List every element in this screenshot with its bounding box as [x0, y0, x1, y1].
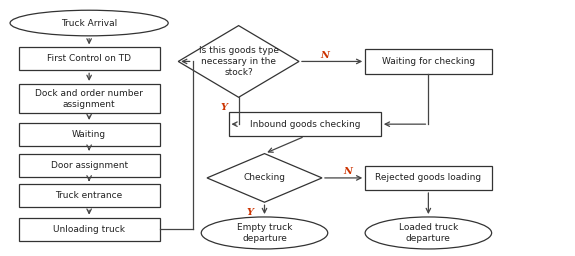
Text: Door assignment: Door assignment [51, 161, 128, 170]
Text: N: N [343, 167, 352, 176]
Polygon shape [207, 154, 322, 202]
Ellipse shape [201, 217, 328, 249]
FancyBboxPatch shape [365, 49, 492, 74]
Ellipse shape [10, 10, 168, 36]
Text: Is this goods type
necessary in the
stock?: Is this goods type necessary in the stoc… [198, 46, 279, 77]
FancyBboxPatch shape [18, 154, 159, 177]
Polygon shape [178, 26, 299, 97]
Text: Checking: Checking [243, 173, 286, 183]
Text: First Control on TD: First Control on TD [47, 54, 131, 63]
FancyBboxPatch shape [18, 84, 159, 113]
Text: Y: Y [221, 103, 228, 112]
Text: Truck Arrival: Truck Arrival [61, 18, 117, 28]
FancyBboxPatch shape [18, 184, 159, 207]
Ellipse shape [365, 217, 492, 249]
Text: Waiting: Waiting [72, 130, 106, 139]
FancyBboxPatch shape [18, 123, 159, 146]
Text: Empty truck
departure: Empty truck departure [237, 223, 292, 243]
Text: Loaded truck
departure: Loaded truck departure [398, 223, 458, 243]
Text: Inbound goods checking: Inbound goods checking [250, 120, 360, 129]
Text: Unloading truck: Unloading truck [53, 225, 125, 234]
Text: Y: Y [247, 208, 254, 217]
Text: Dock and order number
assignment: Dock and order number assignment [35, 89, 143, 109]
Text: Rejected goods loading: Rejected goods loading [375, 173, 481, 183]
Text: Waiting for checking: Waiting for checking [382, 57, 475, 66]
FancyBboxPatch shape [365, 166, 492, 190]
Text: N: N [320, 50, 329, 60]
FancyBboxPatch shape [18, 218, 159, 241]
FancyBboxPatch shape [18, 47, 159, 70]
FancyBboxPatch shape [229, 112, 381, 136]
Text: Truck entrance: Truck entrance [56, 191, 122, 200]
